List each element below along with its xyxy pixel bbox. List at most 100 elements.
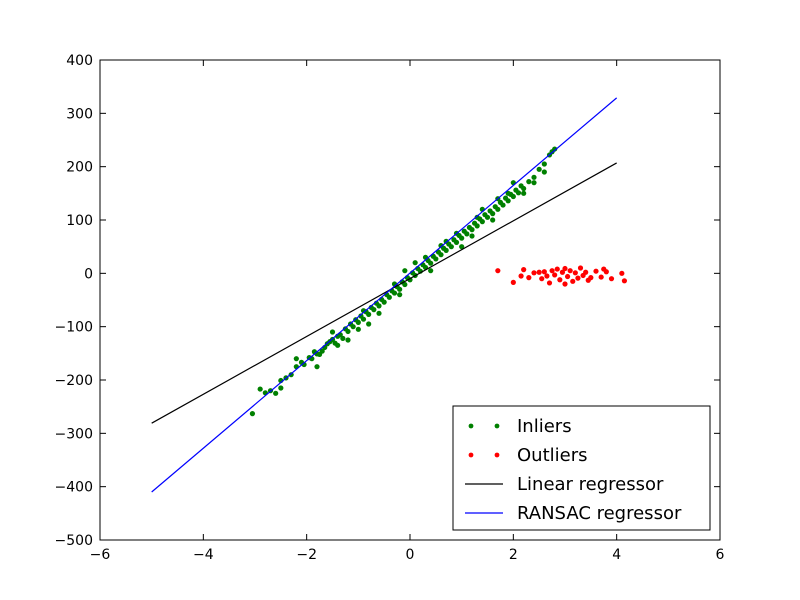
outliers-point — [564, 273, 571, 280]
inliers-point — [433, 256, 439, 262]
inliers-point — [484, 214, 491, 220]
y-tick-label: 200 — [66, 160, 93, 176]
x-tick-label: −4 — [193, 547, 214, 563]
y-axis: −500 −400 −300 −200 −100 0 100 200 300 400 — [55, 53, 720, 549]
inliers-point — [366, 311, 372, 317]
y-tick-label: −400 — [55, 480, 93, 496]
outliers-point — [585, 277, 591, 283]
outliers-point — [562, 265, 568, 272]
outliers-point — [583, 269, 589, 275]
outliers-point — [601, 266, 607, 272]
inliers-point — [474, 223, 480, 229]
outliers-point — [526, 275, 532, 281]
legend: Inliers Outliers Linear regressor RANSAC re… — [452, 405, 711, 531]
inliers-point — [397, 286, 403, 292]
series-linear-regressor-line — [151, 162, 617, 424]
inliers-point — [319, 348, 325, 354]
y-tick-label: −200 — [55, 373, 93, 389]
legend-item-outliers: Outliers — [468, 445, 588, 466]
legend-item-ransac-regressor: RANSAC regressor — [465, 503, 682, 524]
inliers-point — [448, 244, 454, 250]
inliers-point — [428, 260, 434, 266]
inliers-point — [479, 219, 485, 225]
inliers-point — [355, 326, 361, 332]
outliers-point — [518, 273, 524, 279]
inliers-point — [526, 179, 532, 185]
inliers-point — [340, 335, 346, 341]
inliers-point — [397, 292, 403, 298]
outliers-point — [608, 276, 615, 282]
outliers-point — [619, 270, 625, 276]
series-ransac-regressor-line — [151, 97, 618, 493]
data-marks — [151, 97, 628, 493]
inliers-point — [510, 193, 516, 200]
x-tick-label: 4 — [612, 547, 621, 563]
inliers-point — [402, 281, 408, 288]
inliers-point — [278, 385, 284, 391]
series-outliers — [495, 265, 628, 287]
inliers-point — [273, 390, 279, 396]
outliers-point — [570, 278, 576, 284]
outliers-point — [575, 275, 581, 281]
y-tick-label: 100 — [66, 213, 93, 229]
inliers-point — [469, 227, 475, 233]
inliers-point — [505, 190, 511, 196]
inliers-point — [366, 321, 372, 327]
x-tick-label: 0 — [406, 547, 415, 563]
outliers-point — [510, 279, 516, 285]
legend-label: Outliers — [517, 445, 588, 466]
inliers-point — [541, 161, 547, 167]
inliers-point — [438, 252, 444, 258]
inliers-point — [386, 294, 392, 300]
plot-area — [99, 59, 721, 541]
legend-label: RANSAC regressor — [517, 503, 682, 524]
outliers-point — [521, 267, 527, 273]
y-tick-label: −300 — [55, 426, 93, 442]
y-tick-label: −500 — [55, 533, 93, 549]
inliers-point — [464, 231, 470, 237]
inliers-point — [391, 290, 398, 296]
inliers-point — [402, 268, 408, 274]
series-inliers — [249, 146, 558, 417]
inliers-point — [249, 411, 256, 417]
inliers-point — [521, 190, 527, 196]
outliers-point — [552, 272, 558, 278]
x-tick-label: 6 — [716, 547, 725, 563]
inliers-point — [515, 190, 522, 196]
inliers-point — [552, 146, 558, 152]
inliers-point — [459, 244, 465, 250]
inliers-point — [531, 180, 537, 186]
legend-marker — [494, 452, 500, 458]
inliers-point — [376, 310, 382, 316]
legend-item-inliers: Inliers — [468, 416, 572, 437]
x-tick-label: −2 — [296, 547, 317, 563]
outliers-point — [546, 280, 553, 286]
y-tick-label: −100 — [55, 320, 93, 336]
legend-label: Inliers — [517, 416, 572, 437]
legend-marker — [468, 452, 474, 458]
inliers-point — [350, 324, 356, 330]
outliers-point — [541, 269, 547, 275]
inliers-point — [531, 174, 537, 180]
inliers-point — [412, 260, 418, 266]
outliers-point — [531, 270, 537, 276]
inliers-point — [345, 337, 351, 343]
outliers-point — [572, 270, 578, 276]
inliers-point — [443, 247, 449, 253]
inliers-point — [536, 166, 542, 172]
legend-item-linear-regressor: Linear regressor — [465, 474, 664, 495]
outliers-point — [544, 273, 550, 279]
inliers-point — [505, 198, 511, 204]
inliers-point — [355, 319, 361, 325]
inliers-point — [314, 364, 320, 370]
inliers-point — [490, 217, 496, 223]
outliers-point — [557, 277, 563, 283]
outliers-point — [577, 265, 584, 271]
outliers-point — [621, 278, 628, 284]
inliers-point — [360, 316, 367, 322]
inliers-point — [453, 239, 460, 245]
inliers-point — [443, 238, 449, 244]
x-tick-label: −6 — [90, 547, 111, 563]
outliers-point — [598, 274, 604, 280]
